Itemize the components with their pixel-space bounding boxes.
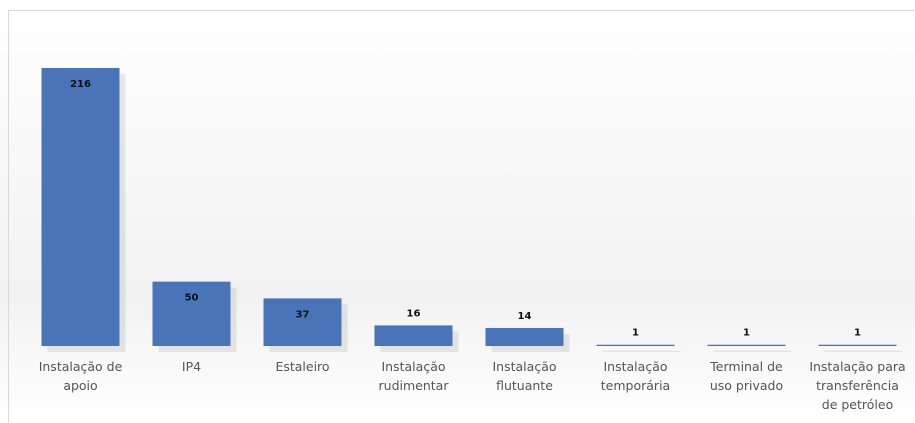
bar	[596, 344, 675, 346]
value-label: 37	[296, 309, 310, 320]
bar	[41, 68, 120, 346]
x-tick-label: Instalação para transferência de petróle…	[809, 359, 906, 412]
x-tick-label: Terminal de uso privado	[709, 359, 784, 393]
bar	[374, 325, 453, 346]
value-label: 1	[743, 328, 750, 339]
x-tick-label: Estaleiro	[275, 359, 330, 374]
value-label: 216	[70, 79, 91, 90]
chart-frame	[8, 10, 914, 423]
bar	[485, 327, 564, 346]
bar-shadow	[602, 350, 681, 352]
x-tick-label: Instalação temporária	[600, 359, 671, 393]
value-label: 1	[632, 328, 639, 339]
x-tick-label: Instalação rudimentar	[378, 359, 449, 393]
x-tick-label: IP4	[181, 359, 202, 374]
bar	[707, 344, 786, 346]
bar	[263, 298, 342, 346]
value-label: 50	[185, 293, 199, 304]
x-tick-label: Instalação de apoio	[38, 359, 123, 393]
value-label: 16	[407, 308, 421, 319]
x-tick-label: Instalação flutuante	[492, 359, 557, 393]
bar-shadow	[713, 350, 792, 352]
bar-shadow	[824, 350, 903, 352]
value-label: 1	[854, 328, 861, 339]
value-label: 14	[518, 311, 532, 322]
bar	[818, 344, 897, 346]
bar	[152, 281, 231, 346]
